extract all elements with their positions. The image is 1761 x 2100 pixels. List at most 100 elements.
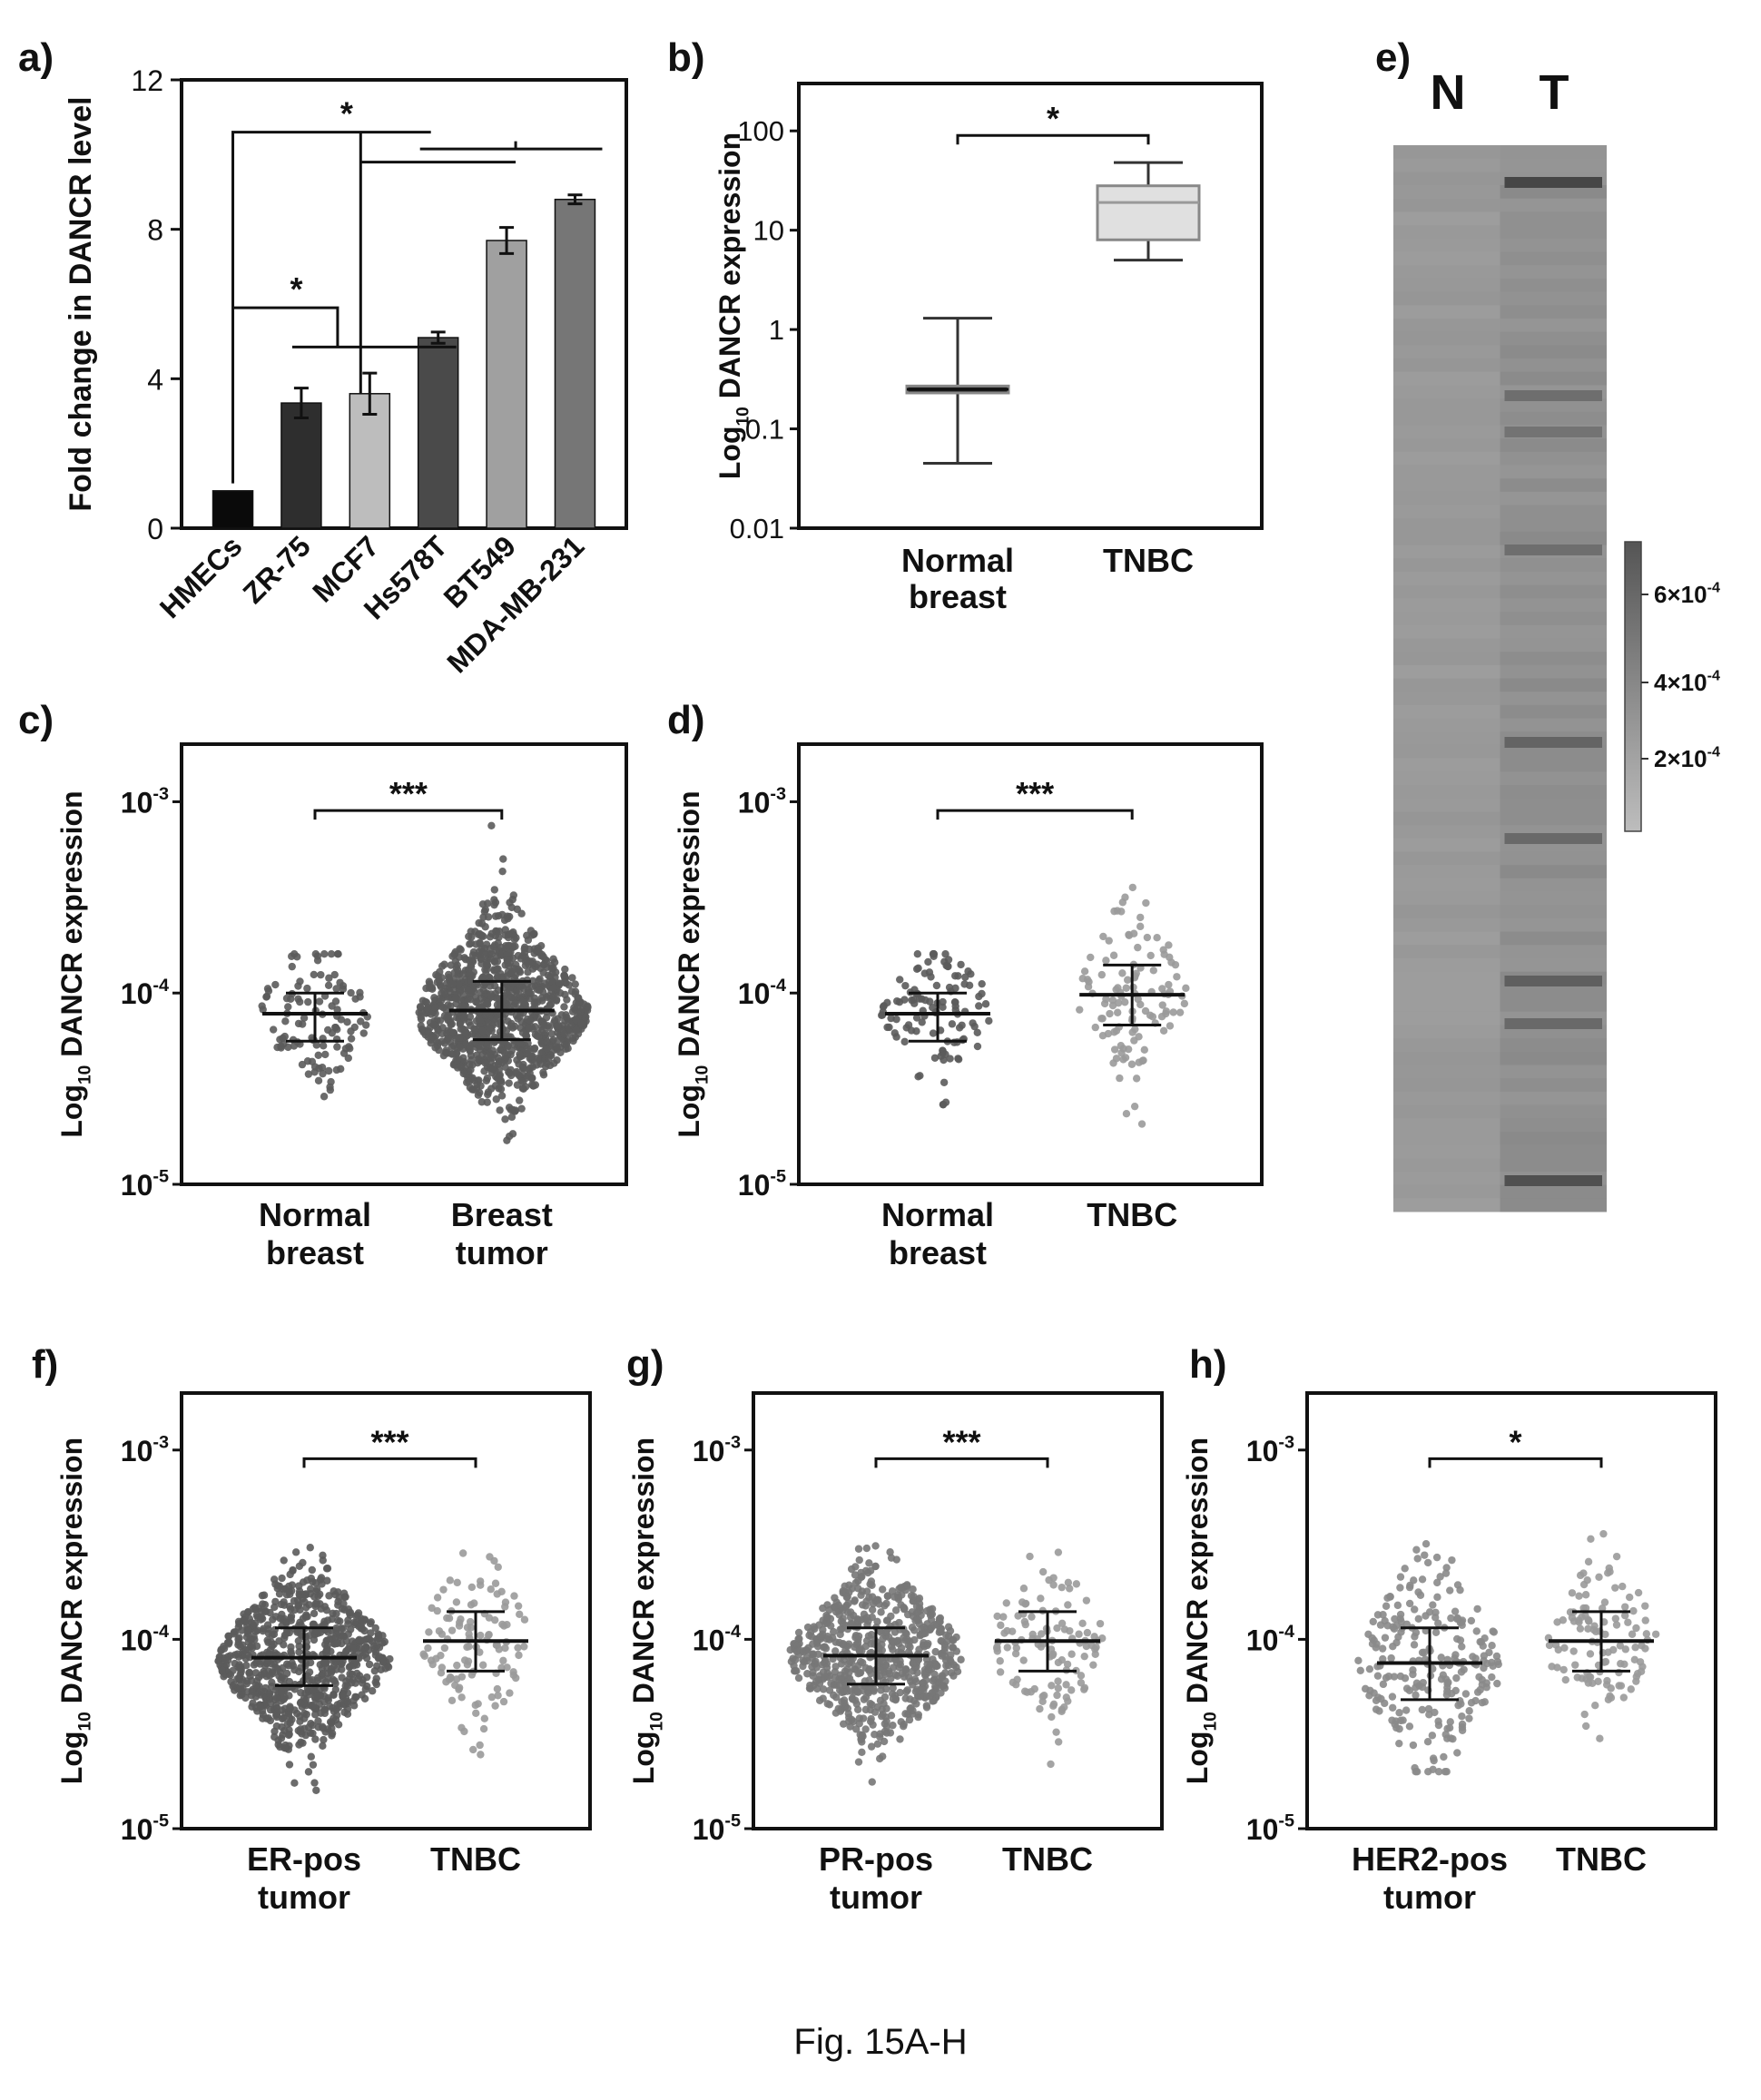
- data-point: [498, 910, 507, 919]
- data-point: [896, 1688, 904, 1697]
- data-point: [274, 1736, 282, 1745]
- data-point: [1440, 1752, 1448, 1761]
- data-point: [1629, 1606, 1638, 1615]
- data-point: [534, 1054, 542, 1063]
- data-point: [464, 1657, 473, 1665]
- data-point: [1465, 1714, 1473, 1722]
- heatmap-cell-T: [1500, 158, 1607, 172]
- data-point: [436, 1016, 445, 1025]
- data-point: [246, 1634, 254, 1644]
- data-point: [1053, 1691, 1061, 1700]
- heatmap-cell-N: [1393, 172, 1500, 186]
- data-point: [483, 1098, 491, 1106]
- data-point: [327, 950, 336, 958]
- data-point: [1425, 1711, 1433, 1719]
- data-point: [1433, 1593, 1441, 1602]
- data-point: [1087, 953, 1095, 962]
- heatmap-cell-T: [1500, 398, 1607, 413]
- data-point: [923, 1660, 931, 1669]
- data-point: [280, 1641, 288, 1649]
- data-point: [941, 950, 949, 958]
- data-point: [356, 1644, 365, 1653]
- data-point: [487, 990, 496, 998]
- data-point: [223, 1638, 232, 1647]
- heatmap-cell-N: [1393, 1104, 1500, 1119]
- data-point: [1405, 1686, 1414, 1695]
- data-point: [295, 1582, 303, 1590]
- data-point: [283, 1720, 291, 1728]
- heatmap-cell-N: [1393, 811, 1500, 826]
- data-point: [477, 1751, 485, 1759]
- bar-HMECs: [212, 490, 254, 529]
- data-point: [238, 1641, 247, 1649]
- heatmap-band-T: [1504, 177, 1602, 188]
- heatmap-cell-T: [1500, 145, 1607, 160]
- data-point: [490, 886, 498, 894]
- heatmap-cell-T: [1500, 358, 1607, 373]
- data-point: [295, 1667, 303, 1676]
- data-point: [447, 1002, 455, 1010]
- data-point: [480, 1067, 488, 1075]
- significance-star-f: ***: [370, 1423, 408, 1460]
- data-point: [443, 1614, 451, 1623]
- data-point: [878, 1011, 886, 1019]
- data-point: [280, 1634, 289, 1643]
- data-point: [458, 1549, 467, 1557]
- heatmap-cell-T: [1500, 451, 1607, 466]
- data-point: [879, 1657, 888, 1666]
- data-point: [1157, 1013, 1166, 1021]
- data-point: [1131, 1025, 1139, 1034]
- data-point: [1611, 1614, 1620, 1623]
- heatmap-cell-T: [1500, 771, 1607, 786]
- heatmap-cell-T: [1500, 291, 1607, 306]
- data-point: [866, 1700, 874, 1708]
- data-point: [1412, 1768, 1422, 1776]
- data-point: [512, 1069, 520, 1077]
- data-point: [901, 1665, 910, 1674]
- heatmap-cell-T: [1500, 305, 1607, 319]
- data-point: [233, 1650, 241, 1658]
- data-point: [516, 1610, 524, 1619]
- data-point: [344, 1604, 353, 1614]
- data-point: [296, 977, 304, 986]
- data-point: [306, 1544, 314, 1552]
- heatmap-cell-N: [1393, 598, 1500, 613]
- data-point: [1102, 957, 1110, 965]
- panel-label-f: f): [32, 1342, 58, 1387]
- data-point: [900, 1722, 908, 1731]
- data-point: [868, 1778, 876, 1786]
- data-point: [530, 999, 538, 1007]
- data-point: [1053, 1624, 1061, 1633]
- heatmap-cell-T: [1500, 198, 1607, 212]
- data-point: [1048, 1712, 1056, 1722]
- data-point: [527, 1052, 536, 1061]
- data-point: [280, 1598, 288, 1606]
- data-point: [1580, 1710, 1589, 1719]
- data-point: [1418, 1705, 1426, 1714]
- heatmap-cell-N: [1393, 785, 1500, 800]
- data-point: [792, 1667, 801, 1675]
- significance-bracket-c: [313, 809, 504, 820]
- heatmap-cell-T: [1500, 1078, 1607, 1093]
- data-point: [892, 996, 901, 1006]
- x-tick-label-g: tumor: [830, 1879, 922, 1916]
- colorbar-tick-label: 6×10-4: [1654, 579, 1720, 608]
- data-point: [535, 976, 543, 985]
- heatmap-cell-T: [1500, 891, 1607, 906]
- data-point: [474, 1091, 483, 1099]
- data-point: [523, 931, 531, 940]
- data-point: [841, 1589, 851, 1597]
- data-point: [493, 1001, 502, 1009]
- heatmap-cell-T: [1500, 624, 1607, 639]
- data-point: [479, 1724, 488, 1733]
- data-point: [336, 1065, 345, 1074]
- data-point: [533, 960, 542, 968]
- data-point: [1365, 1664, 1374, 1673]
- data-point: [466, 940, 474, 948]
- data-point: [947, 1669, 956, 1677]
- data-point: [380, 1637, 389, 1646]
- heatmap-cell-T: [1500, 251, 1607, 266]
- data-point: [1465, 1707, 1473, 1715]
- data-point: [472, 997, 480, 1006]
- x-tick-label-g: TNBC: [1002, 1840, 1093, 1878]
